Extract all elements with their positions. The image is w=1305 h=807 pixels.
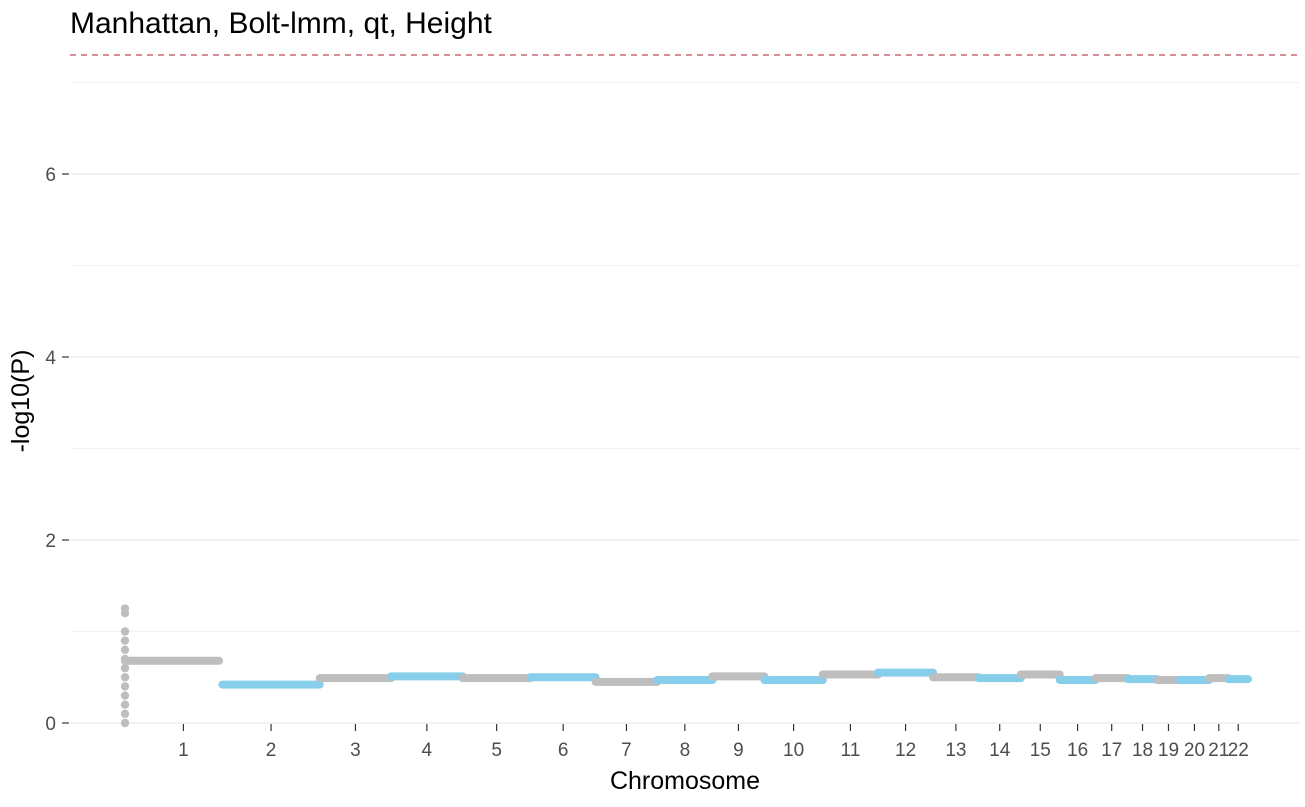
y-tick-label: 6 — [45, 165, 56, 186]
chr1-start-point — [120, 636, 130, 645]
x-tick-label: 15 — [1030, 740, 1051, 761]
chr1-start-point — [120, 663, 130, 673]
x-tick-label: 8 — [680, 740, 691, 761]
x-tick-label: 16 — [1067, 740, 1088, 761]
chart-title: Manhattan, Bolt-lmm, qt, Height — [70, 7, 493, 40]
x-tick-label: 1 — [178, 740, 189, 761]
x-tick-label: 12 — [895, 740, 916, 761]
chr1-start-point — [120, 691, 130, 700]
x-tick-label: 7 — [621, 740, 632, 761]
x-tick-label: 17 — [1101, 740, 1122, 761]
y-axis-title: -log10(P) — [7, 350, 35, 453]
x-tick-label: 11 — [841, 740, 861, 761]
chr1-start-point — [120, 682, 130, 691]
grid-lines — [70, 82, 1300, 724]
x-tick-label: 10 — [783, 740, 804, 761]
x-tick-label: 21 — [1208, 740, 1229, 761]
x-tick-label: 22 — [1228, 740, 1249, 761]
chr1-start-point — [120, 627, 130, 636]
x-tick-label: 2 — [266, 740, 277, 761]
x-axis-title: Chromosome — [610, 767, 760, 795]
x-tick-label: 4 — [422, 740, 433, 761]
data-points — [120, 604, 1252, 728]
y-tick-label: 0 — [45, 714, 56, 735]
y-tick-label: 2 — [45, 531, 56, 552]
chr1-start-point — [120, 604, 130, 613]
x-tick-label: 6 — [558, 740, 569, 761]
x-tick-label: 19 — [1158, 740, 1179, 761]
chr1-start-point — [120, 700, 130, 709]
chr1-start-point — [120, 673, 130, 682]
y-tick-label: 4 — [45, 348, 56, 369]
x-tick-label: 9 — [733, 740, 744, 761]
chr1-start-point — [120, 709, 130, 719]
x-tick-label: 5 — [491, 740, 502, 761]
x-tick-label: 13 — [945, 740, 966, 761]
chr1-start-point — [120, 718, 130, 728]
x-tick-label: 18 — [1132, 740, 1153, 761]
x-tick-label: 14 — [989, 740, 1011, 761]
chr1-start-point — [120, 654, 130, 664]
y-axis: 0 2 4 6 — [45, 165, 69, 735]
chr1-start-point — [120, 645, 130, 654]
x-tick-label: 3 — [350, 740, 361, 761]
x-tick-label: 20 — [1184, 740, 1205, 761]
